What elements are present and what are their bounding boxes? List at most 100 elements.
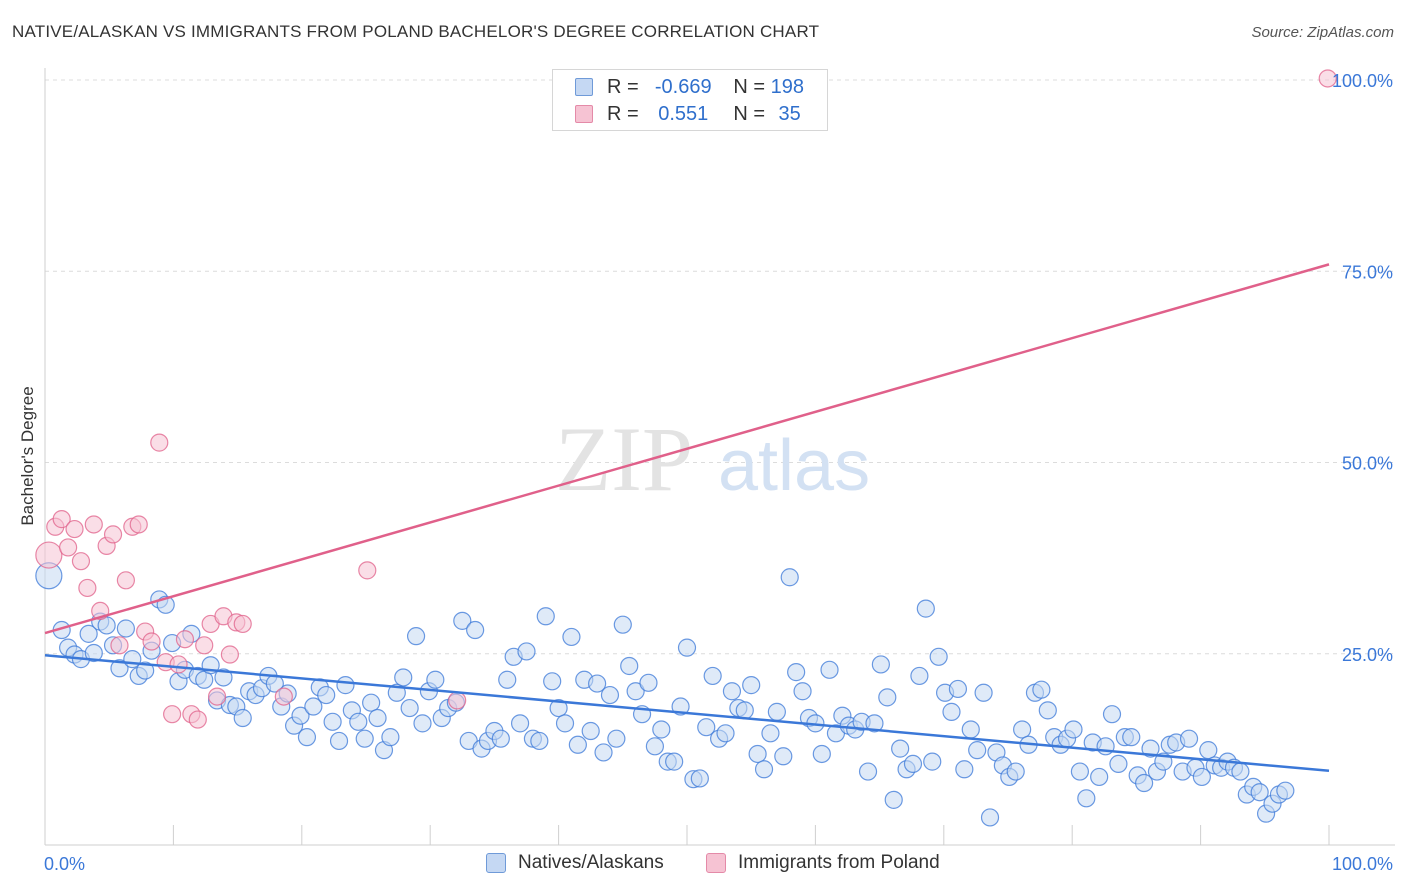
- poland-point: [52, 510, 71, 529]
- poland-point: [274, 687, 293, 706]
- poland-point: [448, 691, 467, 710]
- watermark: ZIP atlas: [555, 408, 870, 510]
- watermark-atlas: atlas: [718, 426, 870, 506]
- natives-point: [568, 735, 587, 754]
- poland-point: [150, 433, 169, 452]
- natives-point: [645, 737, 665, 756]
- natives-point: [466, 620, 485, 640]
- grid-lines: [45, 79, 1395, 655]
- natives-point: [84, 643, 103, 663]
- natives-point: [426, 670, 445, 689]
- natives-point: [916, 599, 935, 618]
- natives-point: [677, 638, 697, 657]
- natives-point: [1192, 767, 1211, 787]
- natives-point: [1006, 762, 1025, 781]
- natives-point: [903, 754, 923, 774]
- natives-point: [754, 760, 774, 779]
- natives-point: [1135, 773, 1154, 793]
- natives-point: [703, 666, 722, 686]
- natives-point: [368, 708, 387, 728]
- natives-point: [613, 615, 632, 634]
- natives-point: [1122, 728, 1141, 747]
- natives-point: [355, 729, 374, 748]
- poland-point: [1318, 69, 1337, 88]
- bottom-legend-swatch-pink: [706, 853, 726, 873]
- poland-point: [169, 655, 188, 674]
- natives-point: [291, 706, 310, 725]
- poland-point: [188, 710, 207, 729]
- natives-point: [491, 729, 510, 748]
- poland-point: [175, 630, 195, 649]
- y-axis-label: Bachelor's Degree: [18, 386, 37, 525]
- natives-point: [536, 607, 555, 626]
- natives-point: [362, 693, 381, 712]
- natives-point: [304, 697, 323, 716]
- natives-point: [1070, 762, 1090, 781]
- y-tick-label-75: 75.0%: [1342, 262, 1393, 282]
- natives-point: [923, 752, 942, 771]
- bottom-legend-label: Immigrants from Poland: [738, 852, 940, 873]
- tick-labels: 25.0% 50.0% 75.0% 100.0% 0.0% 100.0%: [44, 71, 1393, 874]
- poland-point: [129, 515, 148, 534]
- natives-point: [767, 702, 786, 721]
- bottom-legend-swatch-blue: [486, 853, 506, 873]
- natives-point: [588, 674, 607, 693]
- natives-point: [697, 718, 716, 737]
- natives-point: [671, 697, 690, 716]
- legend-n-value: 35: [778, 102, 801, 125]
- natives-point: [955, 760, 974, 779]
- natives-point: [406, 627, 426, 646]
- natives-point: [929, 647, 948, 666]
- poland-point: [59, 538, 78, 557]
- bottom-legend-poland: Immigrants from Poland: [706, 852, 940, 874]
- natives-point: [349, 712, 368, 731]
- natives-point: [716, 724, 735, 743]
- trend-lines: [44, 263, 1330, 773]
- watermark-zip: ZIP: [555, 408, 693, 510]
- natives-point: [233, 708, 252, 728]
- natives-point: [297, 728, 317, 747]
- natives-point: [323, 712, 342, 731]
- legend-r-label: R =: [607, 75, 639, 98]
- legend-r-value: 0.551: [658, 102, 709, 125]
- legend-row-natives: R = -0.669 N = 198: [575, 74, 804, 100]
- natives-point: [761, 724, 780, 743]
- natives-point: [1090, 767, 1109, 787]
- bottom-legend-natives: Natives/Alaskans: [486, 852, 664, 874]
- legend-r-label: R =: [607, 102, 639, 125]
- natives-point: [136, 661, 155, 680]
- natives-point: [116, 619, 135, 638]
- chart-title: NATIVE/ALASKAN VS IMMIGRANTS FROM POLAND…: [12, 22, 820, 41]
- natives-point: [735, 701, 754, 720]
- y-tick-label-50: 50.0%: [1342, 454, 1393, 474]
- natives-point: [1250, 783, 1269, 802]
- natives-point: [878, 688, 897, 707]
- natives-point: [961, 720, 980, 739]
- natives-point: [549, 698, 568, 718]
- poland-point: [35, 541, 63, 569]
- natives-point: [594, 743, 613, 762]
- natives-point: [1038, 701, 1057, 720]
- legend-n-label: N =: [733, 75, 766, 98]
- poland-point: [65, 519, 84, 539]
- natives-point: [394, 668, 413, 687]
- natives-point: [665, 752, 684, 771]
- legend-swatch-pink: [575, 105, 593, 123]
- natives-point: [1109, 754, 1128, 774]
- natives-point: [413, 714, 432, 733]
- bottom-legend-label: Natives/Alaskans: [518, 852, 664, 873]
- natives-point: [400, 698, 419, 718]
- legend-swatch-blue: [575, 78, 593, 96]
- natives-point: [780, 568, 799, 587]
- natives-point: [865, 714, 884, 733]
- natives-point: [884, 790, 903, 809]
- natives-point: [581, 721, 600, 741]
- natives-point: [1179, 729, 1199, 748]
- natives-point: [910, 666, 929, 686]
- poland-point: [84, 515, 103, 534]
- poland-point: [71, 552, 91, 571]
- natives-point: [1199, 741, 1218, 760]
- natives-point: [329, 731, 349, 751]
- x-tick-label-100: 100.0%: [1332, 854, 1393, 874]
- poland-point: [110, 636, 129, 655]
